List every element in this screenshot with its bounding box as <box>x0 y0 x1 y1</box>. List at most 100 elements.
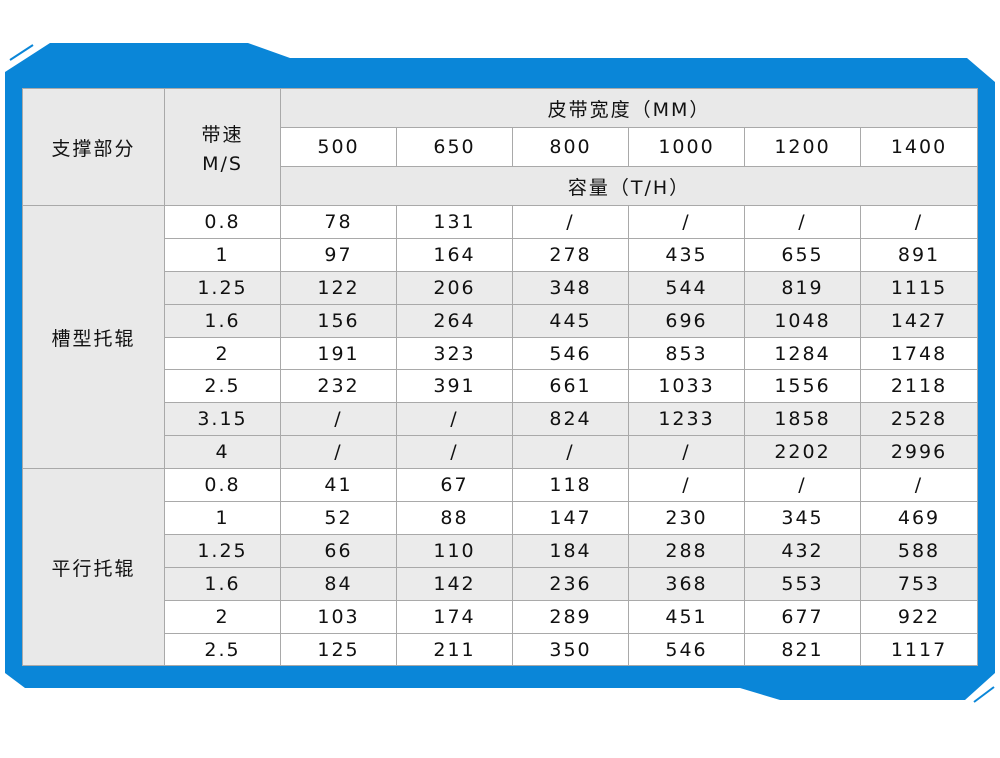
capacity-cell: 2528 <box>859 402 979 437</box>
capacity-cell: 67 <box>396 468 513 503</box>
capacity-cell: 118 <box>512 468 629 503</box>
speed-cell: 1.25 <box>164 270 281 305</box>
speed-header: 带速 M/S <box>164 88 281 206</box>
capacity-cell: 232 <box>280 369 397 404</box>
speed-cell: 1 <box>164 501 281 535</box>
capacity-cell: 41 <box>280 468 397 503</box>
belt-width-500: 500 <box>280 127 397 167</box>
capacity-cell: 103 <box>280 599 397 634</box>
table-row: 1.6 156 264 445 696 1048 1427 <box>23 303 979 338</box>
table-row: 1 97 164 278 435 655 891 <box>23 237 979 272</box>
capacity-cell: 753 <box>859 566 979 601</box>
capacity-cell: 544 <box>628 270 745 305</box>
capacity-cell: 350 <box>512 632 629 667</box>
capacity-cell: 432 <box>744 533 861 568</box>
capacity-cell: 435 <box>628 237 745 272</box>
capacity-cell: 184 <box>512 533 629 568</box>
speed-cell: 2 <box>164 599 281 634</box>
capacity-cell: 655 <box>744 237 861 272</box>
capacity-cell: 922 <box>859 599 979 634</box>
capacity-cell: 131 <box>396 205 513 239</box>
capacity-cell: 2118 <box>859 369 979 404</box>
table-row: 1.25 122 206 348 544 819 1115 <box>23 270 979 305</box>
capacity-cell: 110 <box>396 533 513 568</box>
capacity-cell: 323 <box>396 336 513 371</box>
table-row: 3.15//824 1233 1858 2528 <box>23 402 979 437</box>
capacity-cell: 546 <box>628 632 745 667</box>
belt-width-header: 皮带宽度（MM） <box>279 88 979 128</box>
speed-cell: 0.8 <box>164 468 281 503</box>
capacity-cell: / <box>280 435 397 470</box>
capacity-cell: 696 <box>628 303 745 338</box>
capacity-cell: 1117 <box>859 632 979 667</box>
belt-width-800: 800 <box>512 127 629 167</box>
capacity-cell: 345 <box>744 501 861 535</box>
table-row: 2.5 232 391 661 1033 1556 2118 <box>23 369 979 404</box>
capacity-cell: 122 <box>280 270 397 305</box>
capacity-cell: / <box>744 205 861 239</box>
capacity-cell: / <box>396 435 513 470</box>
capacity-cell: 469 <box>859 501 979 535</box>
speed-header-unit: M/S <box>202 152 243 175</box>
belt-width-1000: 1000 <box>628 127 745 167</box>
capacity-cell: 191 <box>280 336 397 371</box>
decor-line-bottom-right <box>973 686 995 703</box>
capacity-cell: 289 <box>512 599 629 634</box>
capacity-cell: 78 <box>280 205 397 239</box>
capacity-cell: 1748 <box>859 336 979 371</box>
capacity-cell: 819 <box>744 270 861 305</box>
capacity-cell: 588 <box>859 533 979 568</box>
capacity-cell: 824 <box>512 402 629 437</box>
belt-width-1200: 1200 <box>744 127 861 167</box>
speed-cell: 4 <box>164 435 281 470</box>
capacity-cell: 546 <box>512 336 629 371</box>
table-row: 1.6 84 142 236 368 553 753 <box>23 566 979 601</box>
section-label: 槽型托辊 <box>22 204 165 470</box>
capacity-cell: 853 <box>628 336 745 371</box>
capacity-cell: 368 <box>628 566 745 601</box>
speed-cell: 0.8 <box>164 205 281 239</box>
table-row: 2 103 174 289 451 677 922 <box>23 599 979 634</box>
support-header: 支撑部分 <box>22 88 165 206</box>
capacity-cell: / <box>859 468 979 503</box>
capacity-cell: 230 <box>628 501 745 535</box>
capacity-cell: 1284 <box>744 336 861 371</box>
capacity-cell: / <box>280 402 397 437</box>
table-row: 槽型托辊 0.8 78 131// / / <box>22 204 979 470</box>
capacity-cell: 142 <box>396 566 513 601</box>
capacity-header: 容量（T/H） <box>279 166 979 206</box>
table-row: 1.25 66 110 184 288 432 588 <box>23 533 979 568</box>
table-row: 平行托辊 0.8 41 67 118// / <box>22 468 979 667</box>
capacity-cell: / <box>628 468 745 503</box>
table-row: 2 191 323 546 853 1284 1748 <box>23 336 979 371</box>
capacity-cell: 164 <box>396 237 513 272</box>
capacity-cell: / <box>744 468 861 503</box>
decor-line-top-left <box>9 44 34 61</box>
capacity-cell: 264 <box>396 303 513 338</box>
capacity-cell: 553 <box>744 566 861 601</box>
capacity-cell: / <box>628 435 745 470</box>
belt-width-650: 650 <box>396 127 513 167</box>
capacity-cell: / <box>512 435 629 470</box>
capacity-cell: 174 <box>396 599 513 634</box>
capacity-cell: 677 <box>744 599 861 634</box>
capacity-cell: 1033 <box>628 369 745 404</box>
capacity-cell: 84 <box>280 566 397 601</box>
capacity-cell: 211 <box>396 632 513 667</box>
capacity-cell: 156 <box>280 303 397 338</box>
capacity-cell: 236 <box>512 566 629 601</box>
speed-header-label: 带速 <box>201 123 244 146</box>
capacity-cell: 348 <box>512 270 629 305</box>
capacity-cell: 1115 <box>859 270 979 305</box>
capacity-cell: 278 <box>512 237 629 272</box>
speed-cell: 1 <box>164 237 281 272</box>
capacity-cell: 451 <box>628 599 745 634</box>
capacity-cell: / <box>859 205 979 239</box>
speed-cell: 3.15 <box>164 402 281 437</box>
speed-cell: 1.6 <box>164 566 281 601</box>
capacity-cell: 1427 <box>859 303 979 338</box>
capacity-cell: 2996 <box>859 435 979 470</box>
capacity-cell: 2202 <box>744 435 861 470</box>
capacity-cell: / <box>396 402 513 437</box>
speed-cell: 1.6 <box>164 303 281 338</box>
